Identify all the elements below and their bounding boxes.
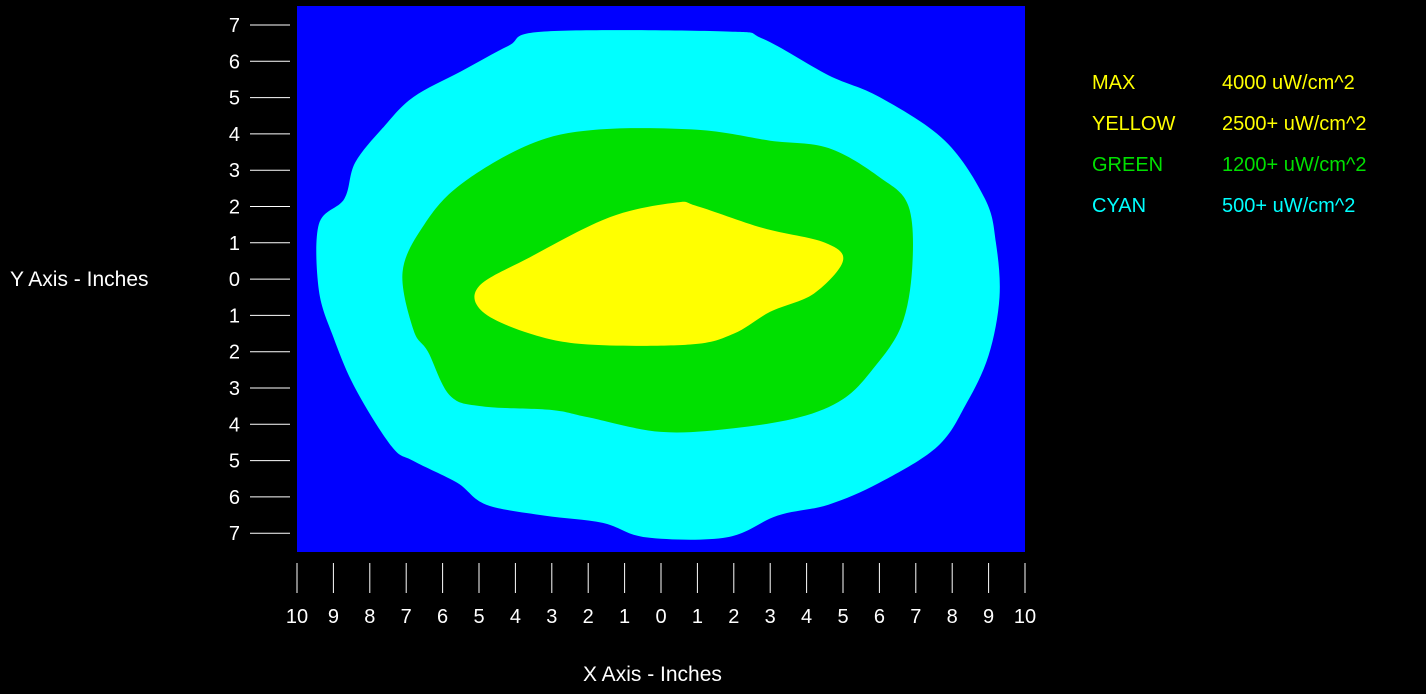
x-tick-label: 7 — [910, 606, 921, 628]
y-tick-label: 4 — [229, 124, 240, 146]
y-tick-label: 6 — [229, 487, 240, 509]
legend-item-name: YELLOW — [1092, 113, 1176, 135]
x-tick-label: 10 — [1014, 606, 1036, 628]
y-tick-label: 3 — [229, 378, 240, 400]
x-tick-label: 0 — [655, 606, 666, 628]
x-tick-label: 7 — [401, 606, 412, 628]
contour-yellow — [474, 201, 844, 346]
x-tick-label: 5 — [837, 606, 848, 628]
y-tick-label: 5 — [229, 451, 240, 473]
legend: MAX 4000 uW/cm^2 YELLOW 2500+ uW/cm^2 GR… — [1092, 63, 1366, 227]
x-tick-label: 9 — [328, 606, 339, 628]
y-tick-label: 2 — [229, 197, 240, 219]
x-tick-label: 4 — [801, 606, 812, 628]
x-tick-label: 10 — [286, 606, 308, 628]
y-tick-label: 0 — [229, 269, 240, 291]
legend-item-name: GREEN — [1092, 154, 1164, 176]
legend-item-name: CYAN — [1092, 195, 1147, 217]
legend-item-value: 1200+ uW/cm^2 — [1222, 154, 1367, 176]
x-tick-label: 2 — [583, 606, 594, 628]
legend-item-value: 4000 uW/cm^2 — [1222, 72, 1355, 94]
y-axis-title: Y Axis - Inches — [10, 268, 149, 291]
x-tick-label: 1 — [692, 606, 703, 628]
legend-item-max: MAX 4000 uW/cm^2 — [1092, 63, 1366, 104]
x-tick-label: 9 — [983, 606, 994, 628]
x-axis-title: X Axis - Inches — [583, 663, 722, 686]
x-tick-label: 2 — [728, 606, 739, 628]
y-tick-label: 7 — [229, 523, 240, 545]
y-axis: 7 6 5 4 3 2 1 0 1 2 3 4 5 6 7 — [229, 15, 290, 545]
legend-item-value: 500+ uW/cm^2 — [1222, 195, 1356, 217]
y-tick-label: 2 — [229, 342, 240, 364]
x-tick-label: 6 — [437, 606, 448, 628]
x-axis: 10 9 8 7 6 5 4 3 2 1 0 1 2 3 4 5 6 7 8 9 10 — [286, 563, 1036, 628]
x-tick-label: 6 — [874, 606, 885, 628]
legend-item-green: GREEN 1200+ uW/cm^2 — [1092, 145, 1366, 186]
x-tick-label: 5 — [473, 606, 484, 628]
contour-layer — [316, 30, 1000, 540]
legend-item-name: MAX — [1092, 72, 1136, 94]
y-tick-label: 6 — [229, 51, 240, 73]
y-tick-label: 3 — [229, 160, 240, 182]
y-tick-label: 1 — [229, 305, 240, 327]
x-tick-label: 8 — [364, 606, 375, 628]
y-tick-label: 1 — [229, 233, 240, 255]
x-tick-label: 4 — [510, 606, 521, 628]
x-tick-label: 3 — [765, 606, 776, 628]
y-tick-label: 5 — [229, 88, 240, 110]
x-tick-label: 1 — [619, 606, 630, 628]
y-tick-label: 7 — [229, 15, 240, 37]
legend-item-yellow: YELLOW 2500+ uW/cm^2 — [1092, 104, 1366, 145]
y-tick-label: 4 — [229, 414, 240, 436]
x-tick-label: 8 — [947, 606, 958, 628]
x-tick-label: 3 — [546, 606, 557, 628]
legend-item-cyan: CYAN 500+ uW/cm^2 — [1092, 186, 1366, 227]
legend-item-value: 2500+ uW/cm^2 — [1222, 113, 1367, 135]
